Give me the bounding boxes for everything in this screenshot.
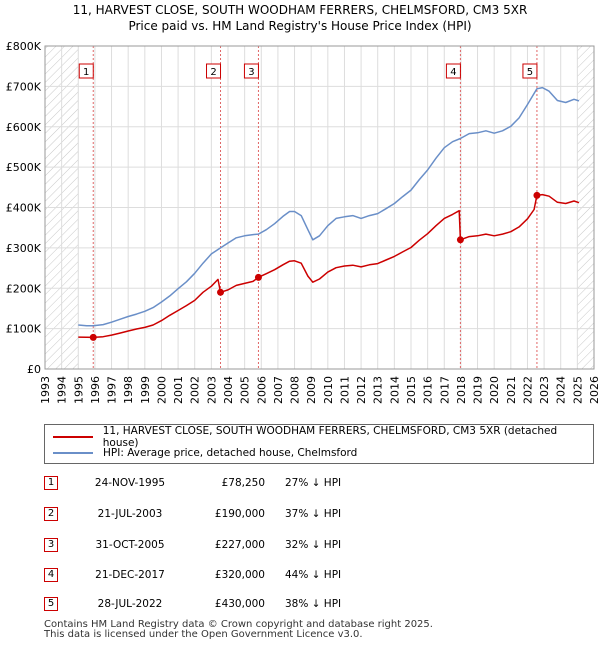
sale-number-box bbox=[243, 63, 259, 79]
x-tick-label: 2023 bbox=[538, 376, 551, 404]
sale-number-label: 5 bbox=[527, 67, 533, 78]
transaction-number: 3 bbox=[44, 538, 58, 552]
legend-item-hpi: HPI: Average price, detached house, Chel… bbox=[53, 446, 357, 460]
x-tick-label: 2022 bbox=[521, 376, 534, 404]
transaction-number: 2 bbox=[44, 507, 58, 521]
y-tick-label: £100K bbox=[6, 323, 42, 336]
x-tick-label: 2014 bbox=[388, 376, 401, 404]
legend-item-price: 11, HARVEST CLOSE, SOUTH WOODHAM FERRERS… bbox=[53, 425, 593, 449]
x-tick-label: 2013 bbox=[372, 376, 385, 404]
x-tick-label: 2026 bbox=[588, 376, 600, 404]
sale-number-box bbox=[78, 63, 94, 79]
x-tick-label: 2006 bbox=[255, 376, 268, 404]
footer-licence: This data is licensed under the Open Gov… bbox=[44, 629, 363, 640]
sale-number-label: 4 bbox=[450, 67, 456, 78]
transaction-number: 4 bbox=[44, 568, 58, 582]
legend: 11, HARVEST CLOSE, SOUTH WOODHAM FERRERS… bbox=[44, 424, 594, 464]
x-tick-label: 2005 bbox=[239, 376, 252, 404]
sale-point bbox=[217, 288, 225, 296]
legend-label-hpi: HPI: Average price, detached house, Chel… bbox=[103, 447, 358, 459]
y-tick-label: £400K bbox=[6, 202, 42, 215]
sale-number-box bbox=[445, 63, 461, 79]
x-tick-label: 2019 bbox=[472, 376, 485, 404]
x-tick-label: 1994 bbox=[56, 376, 69, 404]
x-tick-label: 1998 bbox=[122, 376, 135, 404]
x-tick-label: 1993 bbox=[39, 376, 52, 404]
transaction-hpi: 27% ↓ HPI bbox=[285, 477, 342, 489]
transaction-date: 24-NOV-1995 bbox=[94, 477, 166, 489]
sale-number-label: 1 bbox=[83, 67, 89, 78]
transaction-date: 21-DEC-2017 bbox=[95, 569, 165, 581]
table-row: 1 24-NOV-1995 £78,250 27% ↓ HPI bbox=[0, 476, 600, 494]
x-tick-label: 2020 bbox=[488, 376, 501, 404]
y-tick-label: £500K bbox=[6, 161, 42, 174]
x-tick-label: 1996 bbox=[89, 376, 102, 404]
x-tick-label: 1995 bbox=[72, 376, 85, 404]
sale-point bbox=[254, 273, 262, 281]
table-row: 2 21-JUL-2003 £190,000 37% ↓ HPI bbox=[0, 507, 600, 525]
sale-number-box bbox=[522, 63, 538, 79]
sale-number-label: 2 bbox=[210, 67, 216, 78]
y-tick-label: £700K bbox=[6, 80, 42, 93]
x-tick-label: 2008 bbox=[289, 376, 302, 404]
table-row: 4 21-DEC-2017 £320,000 44% ↓ HPI bbox=[0, 568, 600, 586]
footer: Contains HM Land Registry data © Crown c… bbox=[44, 620, 433, 640]
price-paid-line bbox=[78, 193, 580, 339]
sale-number-box bbox=[206, 63, 222, 79]
x-tick-label: 2004 bbox=[222, 376, 235, 404]
y-tick-label: £600K bbox=[6, 121, 42, 134]
transaction-number: 5 bbox=[44, 597, 58, 611]
hpi-line bbox=[78, 86, 580, 327]
transaction-price: £78,250 bbox=[221, 477, 265, 489]
plot-border bbox=[44, 45, 595, 370]
table-row: 5 28-JUL-2022 £430,000 38% ↓ HPI bbox=[0, 597, 600, 615]
transaction-price: £320,000 bbox=[214, 569, 265, 581]
sale-point bbox=[89, 333, 97, 341]
x-tick-label: 2009 bbox=[305, 376, 318, 404]
chart-subtitle: Price paid vs. HM Land Registry's House … bbox=[128, 19, 472, 33]
sale-point bbox=[533, 191, 541, 199]
y-tick-label: £300K bbox=[6, 242, 42, 255]
sale-number-label: 3 bbox=[248, 67, 254, 78]
legend-label-price: 11, HARVEST CLOSE, SOUTH WOODHAM FERRERS… bbox=[102, 425, 558, 449]
transaction-price: £227,000 bbox=[214, 539, 265, 551]
legend-swatch-price bbox=[53, 436, 93, 438]
x-tick-label: 2017 bbox=[438, 376, 451, 404]
transaction-date: 28-JUL-2022 bbox=[97, 598, 163, 610]
chart-title: 11, HARVEST CLOSE, SOUTH WOODHAM FERRERS… bbox=[72, 3, 528, 17]
transaction-date: 21-JUL-2003 bbox=[97, 508, 163, 520]
legend-swatch-hpi bbox=[53, 452, 93, 454]
x-tick-label: 2002 bbox=[189, 376, 202, 404]
transaction-hpi: 44% ↓ HPI bbox=[285, 569, 342, 581]
sale-point bbox=[456, 236, 464, 244]
y-tick-label: £200K bbox=[6, 282, 42, 295]
x-tick-label: 2000 bbox=[155, 376, 168, 404]
x-tick-label: 2003 bbox=[205, 376, 218, 404]
table-row: 3 31-OCT-2005 £227,000 32% ↓ HPI bbox=[0, 538, 600, 556]
price-chart: £0 £100K £200K £300K £400K £500K £600K £700K £80… bbox=[6, 40, 600, 404]
x-tick-label: 1997 bbox=[106, 376, 119, 404]
x-tick-label: 1999 bbox=[139, 376, 152, 404]
transaction-hpi: 38% ↓ HPI bbox=[285, 598, 342, 610]
y-tick-label: £0 bbox=[27, 363, 41, 376]
footer-copyright: Contains HM Land Registry data © Crown c… bbox=[44, 619, 433, 630]
x-tick-label: 2025 bbox=[571, 376, 584, 404]
x-tick-label: 2010 bbox=[322, 376, 335, 404]
x-tick-label: 2001 bbox=[172, 376, 185, 404]
transaction-date: 31-OCT-2005 bbox=[95, 539, 165, 551]
x-tick-label: 2021 bbox=[505, 376, 518, 404]
x-tick-label: 2018 bbox=[455, 376, 468, 404]
transaction-hpi: 37% ↓ HPI bbox=[285, 508, 342, 520]
x-tick-label: 2024 bbox=[555, 376, 568, 404]
x-tick-label: 2012 bbox=[355, 376, 368, 404]
transaction-hpi: 32% ↓ HPI bbox=[285, 539, 342, 551]
x-tick-label: 2007 bbox=[272, 376, 285, 404]
y-tick-label: £800K bbox=[6, 40, 42, 53]
x-tick-label: 2011 bbox=[338, 376, 351, 404]
transaction-price: £190,000 bbox=[214, 508, 265, 520]
transaction-price: £430,000 bbox=[214, 598, 265, 610]
transaction-number: 1 bbox=[44, 476, 58, 490]
x-tick-label: 2016 bbox=[422, 376, 435, 404]
x-tick-label: 2015 bbox=[405, 376, 418, 404]
